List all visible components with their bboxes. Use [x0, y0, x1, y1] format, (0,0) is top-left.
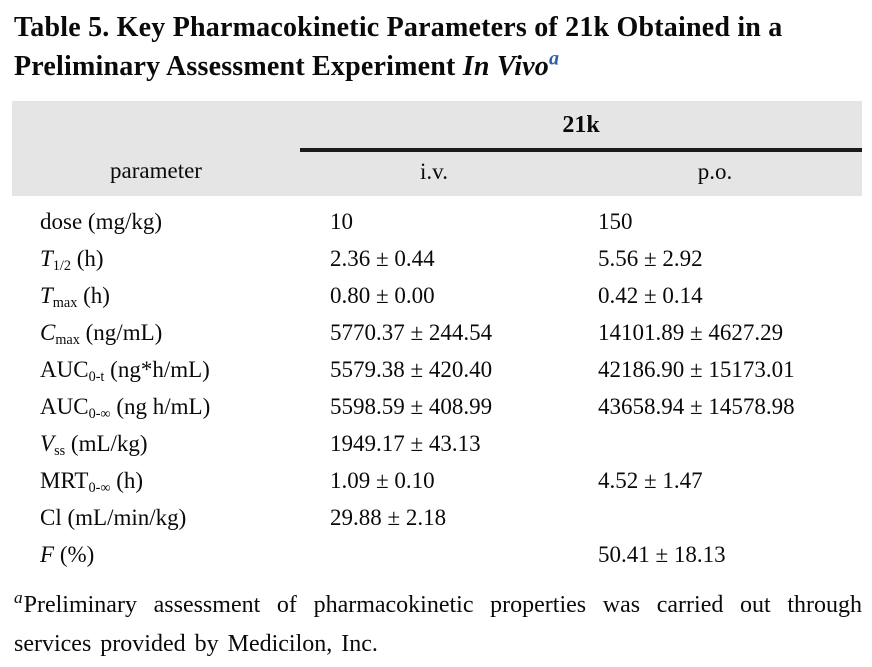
compound-group-label: 21k — [562, 112, 600, 138]
parameter-cell: T1/2 (h) — [40, 245, 104, 274]
table-row: AUC0-t (ng*h/mL) 5579.38 ± 420.40 42186.90… — [12, 351, 862, 388]
iv-value-cell: 0.80 ± 0.00 — [330, 282, 435, 308]
pk-table: 21k parameter i.v. p.o. dose (mg/kg) 10 15… — [12, 101, 863, 573]
iv-value-cell: 2.36 ± 0.44 — [330, 245, 435, 271]
table-body: dose (mg/kg) 10 150 T1/2 (h) 2.36 ± 0.44 5.56… — [12, 196, 862, 573]
parameter-cell: Tmax (h) — [40, 282, 110, 311]
po-value-cell: 43658.94 ± 14578.98 — [598, 393, 795, 419]
column-header-po: p.o. — [568, 150, 863, 196]
table-row: Cmax (ng/mL) 5770.37 ± 244.54 14101.89 ± 4… — [12, 314, 862, 351]
parameter-cell: Vss (mL/kg) — [40, 430, 148, 459]
iv-value-cell: 1949.17 ± 43.13 — [330, 430, 481, 456]
parameter-cell: F (%) — [40, 541, 95, 567]
po-value-cell — [568, 425, 862, 462]
table-row: dose (mg/kg) 10 150 — [12, 196, 862, 240]
footnote: aPreliminary assessment of pharmacokinet… — [14, 586, 862, 664]
footnote-text: Preliminary assessment of pharmacokineti… — [14, 592, 862, 657]
po-value-cell: 5.56 ± 2.92 — [598, 245, 703, 271]
parameter-cell: Cl (mL/min/kg) — [40, 504, 187, 530]
table-title: Table 5. Key Pharmacokinetic Parameters … — [14, 12, 783, 82]
column-header-row: parameter i.v. p.o. — [12, 150, 863, 196]
parameter-cell: AUC0-t (ng*h/mL) — [40, 356, 210, 385]
table-row: MRT0-∞ (h) 1.09 ± 0.10 4.52 ± 1.47 — [12, 462, 862, 499]
po-value-cell: 4.52 ± 1.47 — [598, 467, 703, 493]
parameter-cell: AUC0-∞ (ng h/mL) — [40, 393, 211, 422]
iv-value-cell: 5770.37 ± 244.54 — [330, 319, 493, 345]
parameter-cell: Cmax (ng/mL) — [40, 319, 163, 348]
table-row: AUC0-∞ (ng h/mL) 5598.59 ± 408.99 43658.94… — [12, 388, 862, 425]
empty-header-cell — [12, 101, 300, 150]
po-value-cell: 0.42 ± 0.14 — [598, 282, 703, 308]
iv-value-cell: 5579.38 ± 420.40 — [330, 356, 493, 382]
po-value-cell: 150 — [598, 208, 633, 234]
group-header-row: 21k — [12, 101, 863, 152]
table-row: Tmax (h) 0.80 ± 0.00 0.42 ± 0.14 — [12, 277, 862, 314]
parameter-cell: MRT0-∞ (h) — [40, 467, 144, 496]
table-row: Cl (mL/min/kg) 29.88 ± 2.18 — [12, 499, 862, 536]
column-header-parameter: parameter — [12, 150, 300, 196]
table-row: Vss (mL/kg) 1949.17 ± 43.13 — [12, 425, 862, 462]
column-header-iv: i.v. — [300, 150, 568, 196]
iv-value-cell — [300, 536, 568, 573]
iv-value-cell: 10 — [330, 208, 353, 234]
iv-value-cell: 29.88 ± 2.18 — [330, 504, 447, 530]
parameter-cell: dose (mg/kg) — [40, 208, 163, 234]
po-value-cell: 42186.90 ± 15173.01 — [598, 356, 795, 382]
footnote-marker: a — [14, 588, 23, 607]
iv-value-cell: 5598.59 ± 408.99 — [330, 393, 493, 419]
table-row: F (%) 50.41 ± 18.13 — [12, 536, 862, 573]
po-value-cell: 50.41 ± 18.13 — [598, 541, 726, 567]
table-row: T1/2 (h) 2.36 ± 0.44 5.56 ± 2.92 — [12, 240, 862, 277]
po-value-cell: 14101.89 ± 4627.29 — [598, 319, 784, 345]
iv-value-cell: 1.09 ± 0.10 — [330, 467, 435, 493]
po-value-cell — [568, 499, 862, 536]
compound-group-header-cell: 21k — [300, 101, 863, 152]
